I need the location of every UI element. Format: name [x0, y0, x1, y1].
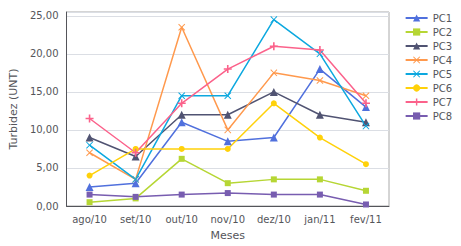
svg-text:PC4: PC4 [433, 55, 452, 66]
svg-text:15,00: 15,00 [30, 86, 59, 97]
svg-text:PC8: PC8 [433, 111, 452, 122]
svg-text:set/10: set/10 [120, 214, 151, 225]
svg-text:5,00: 5,00 [36, 162, 58, 173]
svg-text:PC3: PC3 [433, 41, 452, 52]
svg-text:PC6: PC6 [433, 83, 452, 94]
svg-text:Meses: Meses [211, 229, 246, 242]
svg-text:dez/10: dez/10 [257, 214, 291, 225]
svg-text:ago/10: ago/10 [72, 214, 107, 225]
svg-text:25,00: 25,00 [30, 10, 59, 21]
svg-text:0,00: 0,00 [36, 201, 58, 212]
svg-text:nov/10: nov/10 [211, 214, 245, 225]
svg-text:PC5: PC5 [433, 69, 452, 80]
svg-text:PC1: PC1 [433, 13, 452, 24]
svg-text:PC2: PC2 [433, 27, 452, 38]
svg-text:jan/11: jan/11 [303, 214, 335, 225]
svg-text:PC7: PC7 [433, 97, 452, 108]
svg-text:Turbidez (UNT): Turbidez (UNT) [7, 68, 20, 150]
svg-text:10,00: 10,00 [30, 124, 59, 135]
svg-text:fev/11: fev/11 [350, 214, 382, 225]
svg-text:out/10: out/10 [165, 214, 197, 225]
svg-text:20,00: 20,00 [30, 48, 59, 59]
